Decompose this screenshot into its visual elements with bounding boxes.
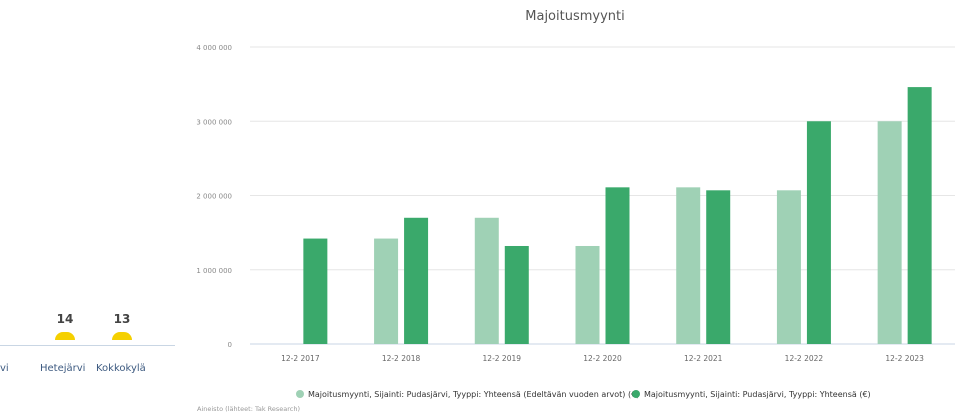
bar-previous-year[interactable]: [575, 245, 600, 344]
bar-current[interactable]: [907, 87, 932, 344]
legend-marker-previous-year: [296, 390, 304, 398]
bar-layer: [303, 87, 932, 344]
bar-previous-year[interactable]: [474, 217, 499, 344]
bar-current[interactable]: [303, 238, 328, 344]
left-bar-marker: [112, 332, 132, 340]
left-bar-value: 14: [56, 312, 74, 326]
legend-label-current[interactable]: Majoitusmyynti, Sijainti: Pudasjärvi, Ty…: [644, 390, 871, 399]
left-bar-kokkokyla: 13: [82, 312, 162, 340]
bar-previous-year[interactable]: [877, 121, 902, 344]
x-tick-label: 12-2 2019: [483, 354, 522, 363]
y-tick-label: 1 000 000: [196, 267, 232, 275]
left-bar-hetejarvi: 14: [25, 312, 105, 340]
bar-current[interactable]: [706, 190, 731, 344]
bar-previous-year[interactable]: [374, 238, 399, 344]
x-tick-label: 12-2 2020: [583, 354, 622, 363]
y-tick-label: 0: [228, 341, 232, 349]
y-tick-label: 2 000 000: [196, 193, 232, 201]
left-bar-marker: [55, 332, 75, 340]
y-tick-label: 4 000 000: [196, 44, 232, 52]
left-label-cut: vi: [0, 363, 9, 374]
x-axis-labels: 12-2 2017 12-2 2018 12-2 2019 12-2 2020 12-2…: [281, 354, 924, 363]
chart-title: Majoitusmyynti: [525, 9, 624, 24]
legend[interactable]: Majoitusmyynti, Sijainti: Pudasjärvi, Ty…: [296, 390, 871, 399]
y-tick-label: 3 000 000: [196, 118, 232, 126]
bar-current[interactable]: [806, 121, 831, 344]
legend-marker-current: [632, 390, 640, 398]
x-tick-label: 12-2 2021: [684, 354, 723, 363]
bar-previous-year[interactable]: [776, 190, 801, 344]
left-label-kokkokyla: Kokkokylä: [96, 363, 146, 374]
x-tick-label: 12-2 2018: [382, 354, 421, 363]
x-tick-label: 12-2 2023: [885, 354, 924, 363]
bar-current[interactable]: [605, 187, 630, 344]
bar-current[interactable]: [504, 245, 529, 344]
bar-previous-year[interactable]: [676, 187, 701, 344]
left-panel: 14 13 vi Hetejärvi Kokkokylä: [0, 0, 180, 415]
x-tick-label: 12-2 2017: [281, 354, 320, 363]
grid-layer: 0 1 000 000 2 000 000 3 000 000 4 000 000: [196, 44, 955, 349]
source-note: Aineisto (lähteet: Tak Research): [197, 405, 300, 413]
left-label-hetejarvi: Hetejärvi: [40, 363, 86, 374]
legend-label-previous-year[interactable]: Majoitusmyynti, Sijainti: Pudasjärvi, Ty…: [308, 390, 639, 399]
left-bar-value: 13: [113, 312, 131, 326]
x-tick-label: 12-2 2022: [785, 354, 824, 363]
left-axis-line: [0, 345, 175, 346]
bar-current[interactable]: [404, 217, 429, 344]
